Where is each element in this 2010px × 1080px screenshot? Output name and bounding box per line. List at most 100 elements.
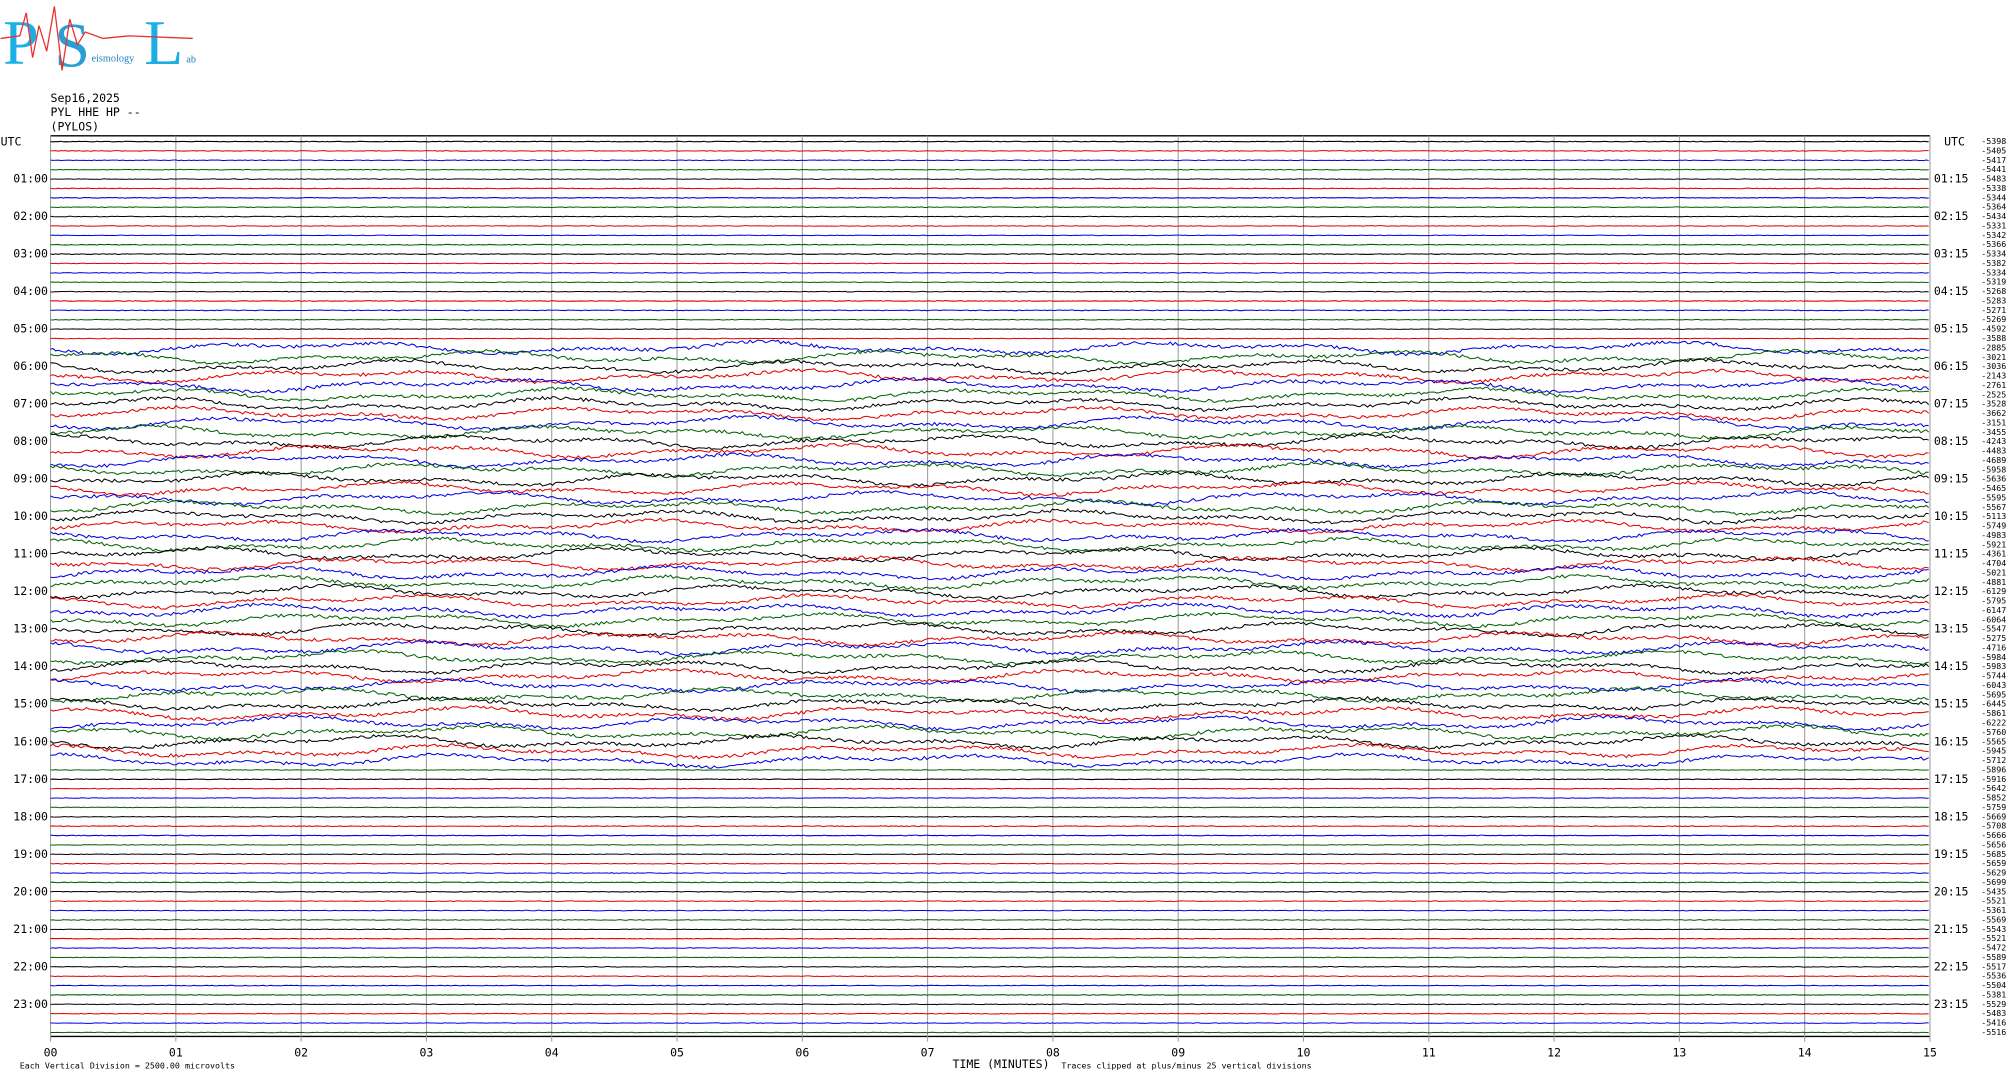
trace-offset: -5381 xyxy=(1981,989,2006,999)
x-tick-label: 04 xyxy=(545,1046,559,1060)
trace-offset: -5334 xyxy=(1981,267,2006,277)
trace xyxy=(50,724,1929,741)
trace-offset: -5749 xyxy=(1981,521,2006,531)
trace xyxy=(50,290,1929,293)
trace-offset: -3151 xyxy=(1981,417,2006,427)
hour-label: 09:15 xyxy=(1934,472,1969,486)
hour-label: 17:15 xyxy=(1934,772,1969,786)
trace xyxy=(50,862,1929,865)
trace-offset: -5659 xyxy=(1981,858,2006,868)
date: Sep16,2025 xyxy=(51,91,120,105)
trace xyxy=(50,714,1929,732)
trace xyxy=(50,470,1930,488)
trace-offset: -5896 xyxy=(1981,764,2006,774)
trace xyxy=(50,705,1929,722)
trace-offset: -5852 xyxy=(1981,793,2006,803)
trace-offset: -5416 xyxy=(1981,1018,2006,1028)
hour-label: 13:00 xyxy=(13,622,48,636)
labels: 00 01 02 03 04 05 06 07 08 09 10 11 12 13 14 15 01:00 02:… xyxy=(13,136,2006,1060)
trace-offset: -5712 xyxy=(1981,755,2006,765)
hour-label: 23:15 xyxy=(1934,997,1969,1011)
right-axis-title: UTC xyxy=(1944,135,1965,149)
trace-offset: -5547 xyxy=(1981,624,2006,634)
hour-label: 19:15 xyxy=(1934,847,1969,861)
trace-offset: -5595 xyxy=(1981,492,2006,502)
trace xyxy=(50,527,1929,544)
x-tick-label: 15 xyxy=(1923,1046,1937,1060)
trace-offset: -5945 xyxy=(1981,746,2006,756)
hour-label: 17:00 xyxy=(13,772,48,786)
trace-offset: -6064 xyxy=(1981,614,2006,624)
x-tick-label: 02 xyxy=(294,1046,308,1060)
trace-offset: -5669 xyxy=(1981,811,2006,821)
hour-label: 12:00 xyxy=(13,584,48,598)
trace-offset: -6043 xyxy=(1981,680,2006,690)
trace-offset: -5521 xyxy=(1981,933,2006,943)
trace-offset: -3528 xyxy=(1981,399,2006,409)
trace xyxy=(50,891,1929,893)
trace-offset: -5529 xyxy=(1981,999,2006,1009)
trace-offset: -5521 xyxy=(1981,896,2006,906)
hour-label: 16:00 xyxy=(13,734,48,748)
trace xyxy=(50,225,1929,227)
trace xyxy=(50,815,1929,818)
location: (PYLOS) xyxy=(51,119,100,133)
trace-offset: -3588 xyxy=(1981,333,2006,343)
trace xyxy=(50,215,1929,218)
trace xyxy=(50,517,1929,535)
logo-letter: S xyxy=(54,10,90,81)
trace xyxy=(50,499,1930,516)
trace xyxy=(50,318,1929,321)
x-tick-label: 01 xyxy=(169,1046,183,1060)
hour-label: 03:15 xyxy=(1934,247,1969,261)
trace xyxy=(50,881,1929,884)
trace-offset: -5319 xyxy=(1981,277,2006,287)
trace xyxy=(50,778,1929,781)
hour-label: 21:00 xyxy=(13,922,48,936)
logo-letter: L xyxy=(144,7,183,78)
trace-offset: -5516 xyxy=(1981,1027,2006,1037)
trace-offset: -5708 xyxy=(1981,821,2006,831)
hour-label: 18:00 xyxy=(13,809,48,823)
trace-offset: -5589 xyxy=(1981,952,2006,962)
trace xyxy=(50,611,1929,629)
trace xyxy=(50,159,1929,162)
trace xyxy=(50,1012,1929,1015)
trace-offset: -4881 xyxy=(1981,577,2006,587)
trace xyxy=(50,253,1929,255)
trace xyxy=(50,994,1929,996)
hour-label: 05:15 xyxy=(1934,322,1969,336)
trace xyxy=(50,348,1929,366)
trace xyxy=(50,140,1929,143)
trace xyxy=(50,602,1929,619)
trace xyxy=(50,1022,1929,1024)
trace xyxy=(50,262,1929,265)
x-tick-label: 10 xyxy=(1297,1046,1311,1060)
trace xyxy=(50,806,1929,809)
hour-label: 12:15 xyxy=(1934,584,1969,598)
hour-label: 08:00 xyxy=(13,434,48,448)
trace-offset: -5366 xyxy=(1981,239,2006,249)
trace-offset: -6129 xyxy=(1981,586,2006,596)
trace-offset: -5361 xyxy=(1981,905,2006,915)
trace xyxy=(50,536,1929,553)
trace-offset: -5517 xyxy=(1981,961,2006,971)
scale-note: Each Vertical Division = 2500.00 microvo… xyxy=(20,1060,235,1070)
trace-offset: -3455 xyxy=(1981,427,2006,437)
x-tick-label: 05 xyxy=(670,1046,684,1060)
trace-offset: -4361 xyxy=(1981,549,2006,559)
trace xyxy=(50,423,1930,441)
traces xyxy=(50,140,1930,1034)
trace-offset: -5483 xyxy=(1981,1008,2006,1018)
trace xyxy=(50,368,1929,385)
trace-offset: -5405 xyxy=(1981,145,2006,155)
trace-offset: -5569 xyxy=(1981,914,2006,924)
hour-label: 08:15 xyxy=(1934,434,1969,448)
trace xyxy=(50,1003,1929,1006)
trace xyxy=(50,452,1929,469)
trace-offset: -5567 xyxy=(1981,502,2006,512)
x-tick-label: 08 xyxy=(1046,1046,1060,1060)
trace xyxy=(50,271,1929,274)
trace xyxy=(50,733,1929,750)
hour-label: 06:15 xyxy=(1934,359,1969,373)
